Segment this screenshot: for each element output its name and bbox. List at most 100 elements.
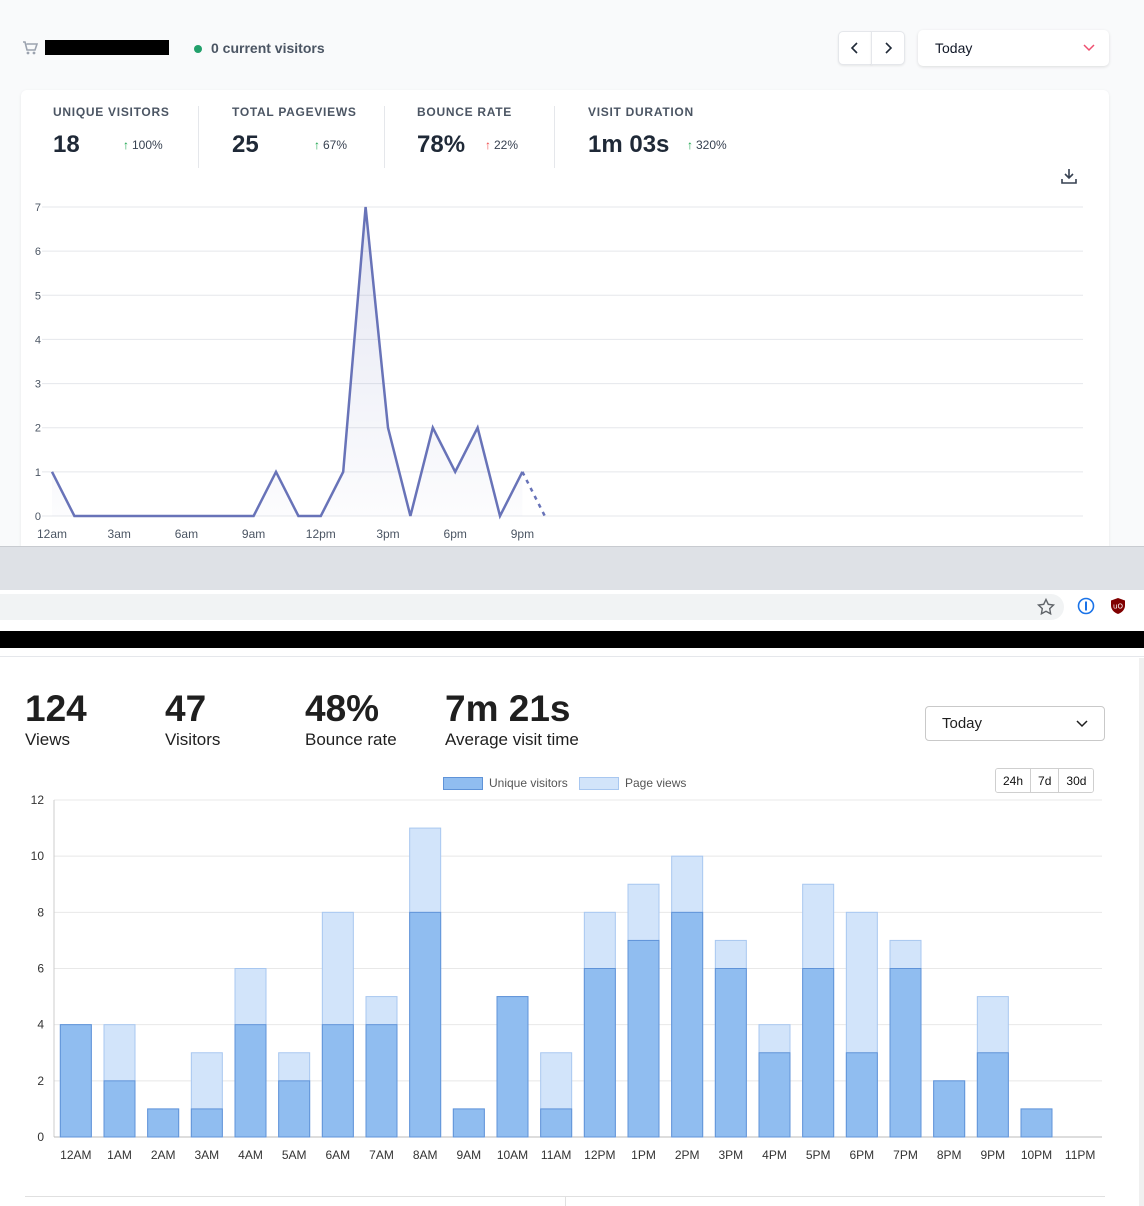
metric-value: 7m 21s: [445, 688, 571, 729]
period-select-top[interactable]: Today: [918, 30, 1109, 66]
series-area: [52, 207, 523, 516]
x-tick-label: 4PM: [762, 1148, 787, 1162]
bar-unique-visitors: [321, 1024, 354, 1138]
range-24h-button[interactable]: 24h: [996, 769, 1032, 792]
stat-label: UNIQUE VISITORS: [53, 105, 170, 119]
bar-unique-visitors: [671, 911, 704, 1138]
cart-icon: [23, 41, 38, 55]
y-tick-label: 2: [37, 1074, 44, 1088]
x-tick-label: 12pm: [306, 527, 336, 541]
bar-unique-visitors: [147, 1108, 180, 1138]
metric-value: 48%: [305, 688, 380, 729]
previous-period-button[interactable]: [838, 31, 872, 65]
bar-unique-visitors: [234, 1024, 267, 1138]
stat-change: ↑ 320%: [687, 138, 727, 152]
metric-label: Average visit time: [445, 730, 579, 749]
stat-label: BOUNCE RATE: [417, 105, 513, 119]
x-tick-label: 8PM: [937, 1148, 962, 1162]
stat-bounce-rate[interactable]: BOUNCE RATE 78% ↑ 22%: [417, 105, 547, 167]
next-period-button[interactable]: [871, 31, 905, 65]
bar-unique-visitors: [583, 968, 616, 1138]
live-indicator-dot: [194, 45, 202, 53]
ublock-origin-icon[interactable]: uO: [1109, 597, 1127, 615]
stat-value: 25: [232, 131, 259, 158]
x-tick-label: 2AM: [151, 1148, 176, 1162]
redacted-bookmarks: [0, 631, 1144, 648]
top-dashboard: 0 current visitors Today UNIQUE VISITORS…: [0, 0, 1144, 546]
redacted-site-name: [45, 40, 169, 55]
y-tick-label: 6: [35, 246, 41, 258]
x-tick-label: 11PM: [1065, 1148, 1095, 1162]
x-tick-label: 10PM: [1021, 1148, 1052, 1162]
bookmark-star-icon[interactable]: [1036, 597, 1056, 617]
x-tick-label: 6AM: [325, 1148, 350, 1162]
y-tick-label: 5: [35, 290, 41, 302]
bar-unique-visitors: [802, 968, 835, 1138]
stat-divider: [554, 106, 555, 168]
current-visitors-link[interactable]: 0 current visitors: [211, 40, 325, 56]
stat-value: 78%: [417, 131, 466, 158]
x-tick-label: 3am: [108, 527, 131, 541]
y-tick-label: 7: [35, 202, 41, 214]
series-line: [50, 206, 524, 520]
main-graph-card: [21, 90, 1109, 546]
metric-label: Views: [25, 730, 71, 749]
stat-value: 1m 03s: [588, 131, 670, 158]
address-bar[interactable]: [0, 594, 1064, 620]
stat-value: 18: [53, 131, 80, 158]
metric-value: 124: [25, 688, 87, 729]
x-tick-label: 10AM: [497, 1148, 528, 1162]
legend-unique-visitors[interactable]: Unique visitors: [443, 776, 568, 790]
stat-change-value: 67%: [323, 138, 348, 152]
x-tick-label: 6PM: [849, 1148, 874, 1162]
y-tick-label: 4: [35, 334, 41, 346]
password-manager-extension-icon[interactable]: [1077, 597, 1095, 615]
bar-unique-visitors: [540, 1108, 573, 1138]
arrow-up-icon: ↑: [687, 138, 693, 152]
stat-change-value: 320%: [696, 138, 727, 152]
svg-text:uO: uO: [1113, 603, 1123, 611]
bar-unique-visitors: [889, 968, 922, 1138]
bar-unique-visitors: [190, 1108, 223, 1138]
scrollbar-track[interactable]: [1139, 658, 1144, 1206]
y-tick-label: 12: [31, 793, 45, 807]
bar-unique-visitors: [496, 996, 529, 1138]
bar-unique-visitors: [59, 1024, 92, 1138]
y-tick-label: 4: [37, 1018, 44, 1032]
x-tick-label: 7AM: [369, 1148, 394, 1162]
arrow-up-icon: ↑: [314, 138, 320, 152]
section-divider-tick: [565, 1196, 566, 1206]
download-icon[interactable]: [1060, 167, 1078, 185]
legend-label: Unique visitors: [489, 776, 568, 790]
bar-unique-visitors: [845, 1052, 878, 1138]
x-tick-label: 4AM: [238, 1148, 263, 1162]
stat-label: VISIT DURATION: [588, 105, 694, 119]
range-7d-button[interactable]: 7d: [1031, 769, 1060, 792]
bar-unique-visitors: [365, 1024, 398, 1138]
x-tick-label: 5PM: [806, 1148, 831, 1162]
x-tick-label: 1PM: [631, 1148, 656, 1162]
stat-total-pageviews[interactable]: TOTAL PAGEVIEWS 25 ↑ 67%: [232, 105, 372, 167]
bar-unique-visitors: [758, 1052, 791, 1138]
range-30d-button[interactable]: 30d: [1059, 769, 1094, 792]
metric-average-visit-time: 7m 21s Average visit time: [445, 688, 579, 750]
x-tick-label: 9PM: [980, 1148, 1005, 1162]
period-select-bottom[interactable]: Today: [925, 706, 1105, 741]
range-button-group: 24h 7d 30d: [995, 768, 1095, 793]
chevron-right-icon: [885, 42, 893, 54]
x-tick-label: 6pm: [444, 527, 467, 541]
y-tick-label: 0: [37, 1130, 44, 1144]
stat-divider: [384, 106, 385, 168]
bar-unique-visitors: [452, 1108, 485, 1138]
metric-views: 124 Views: [25, 688, 87, 750]
y-tick-label: 1: [35, 467, 41, 479]
x-tick-label: 2PM: [675, 1148, 700, 1162]
stat-visit-duration[interactable]: VISIT DURATION 1m 03s ↑ 320%: [588, 105, 758, 167]
stat-change-value: 22%: [494, 138, 519, 152]
stat-unique-visitors[interactable]: UNIQUE VISITORS 18 ↑ 100%: [53, 105, 193, 167]
legend-page-views[interactable]: Page views: [579, 776, 686, 790]
metric-value: 47: [165, 688, 207, 729]
series-line-incomplete: [521, 471, 546, 517]
stat-change-value: 100%: [132, 138, 163, 152]
chevron-down-icon: [1083, 44, 1095, 52]
